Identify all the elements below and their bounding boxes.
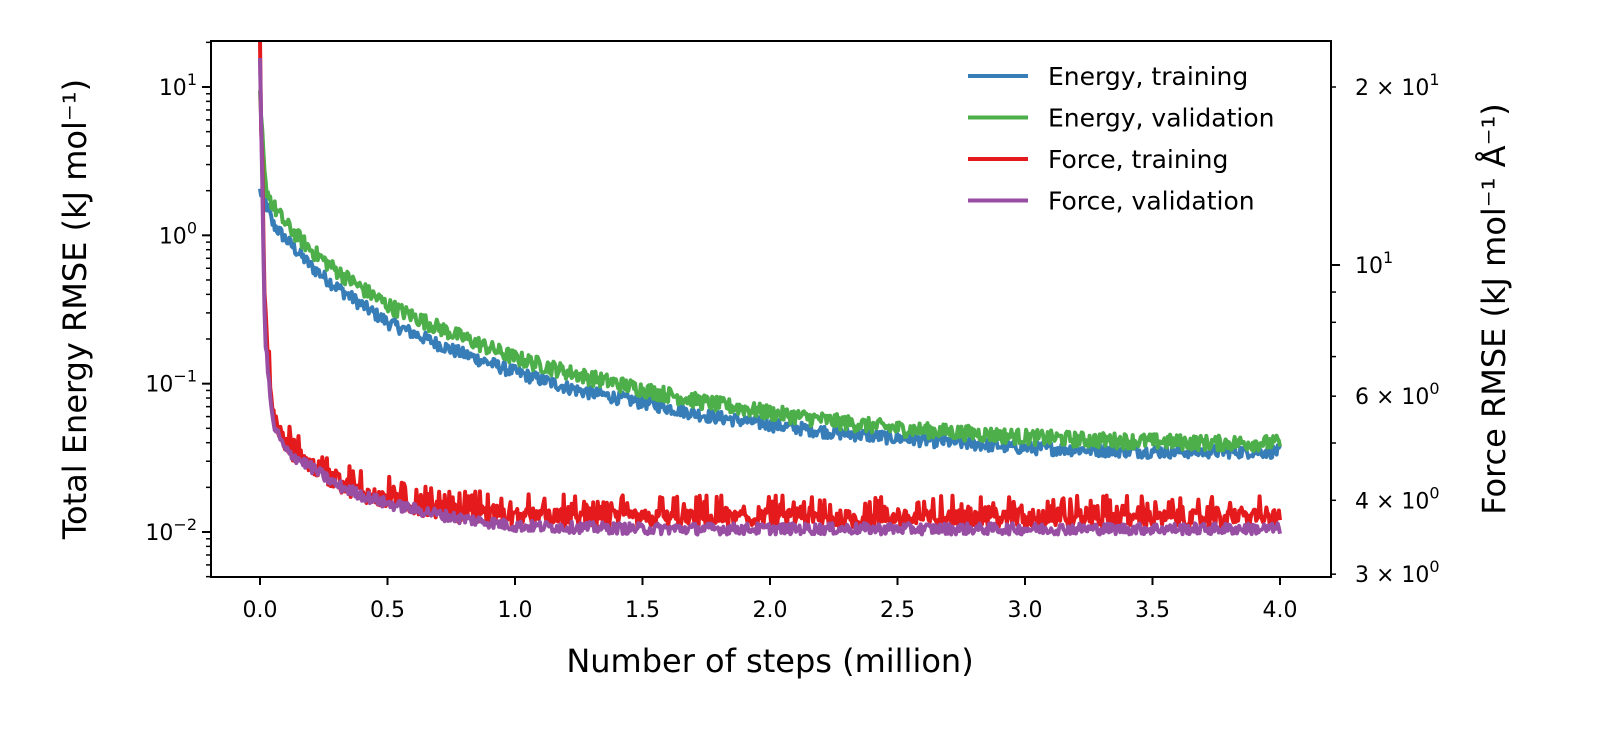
series-line-force-validation xyxy=(258,57,1282,537)
series-layer xyxy=(258,41,1282,537)
x-tick-label: 1.0 xyxy=(498,598,533,623)
x-axis-title: Number of steps (million) xyxy=(566,642,973,680)
legend-label: Energy, training xyxy=(1048,62,1248,91)
right-y-axis-title: Force RMSE (kJ mol⁻¹ Å⁻¹) xyxy=(1475,103,1513,515)
right-y-tick-label: 101 xyxy=(1355,248,1393,279)
x-tick-label: 2.0 xyxy=(753,598,788,623)
legend-label: Force, training xyxy=(1048,145,1228,174)
legend-label: Energy, validation xyxy=(1048,104,1275,133)
left-y-tick-label: 10−2 xyxy=(145,515,197,546)
x-tick-label: 3.5 xyxy=(1135,598,1170,623)
left-y-axis: 101 100 10−1 10−2 xyxy=(145,41,211,578)
legend-label: Force, validation xyxy=(1048,187,1255,216)
x-axis: 0.0 0.5 1.0 1.5 2.0 2.5 3.0 3.5 4.0 xyxy=(243,577,1298,623)
legend: Energy, training Energy, validation Force,… xyxy=(968,62,1275,216)
series-line-energy-training xyxy=(258,188,1282,460)
right-y-tick-label: 6 × 100 xyxy=(1355,379,1440,410)
series-line-energy-validation xyxy=(258,90,1282,453)
right-y-tick-label: 2 × 101 xyxy=(1355,70,1440,101)
left-y-tick-label: 101 xyxy=(159,70,197,101)
right-y-tick-label: 3 × 100 xyxy=(1355,557,1440,588)
x-tick-label: 1.5 xyxy=(625,598,660,623)
x-tick-label: 2.5 xyxy=(880,598,915,623)
right-y-tick-label: 4 × 100 xyxy=(1355,483,1440,514)
x-tick-label: 4.0 xyxy=(1263,598,1298,623)
left-y-tick-label: 100 xyxy=(159,218,197,249)
right-y-axis: 2 × 101 101 6 × 100 4 × 100 3 × 100 xyxy=(1331,70,1440,588)
x-tick-label: 0.5 xyxy=(370,598,405,623)
left-y-axis-title: Total Energy RMSE (kJ mol⁻¹) xyxy=(56,79,94,540)
x-tick-label: 0.0 xyxy=(243,598,278,623)
x-tick-label: 3.0 xyxy=(1008,598,1043,623)
left-y-tick-label: 10−1 xyxy=(145,367,197,398)
